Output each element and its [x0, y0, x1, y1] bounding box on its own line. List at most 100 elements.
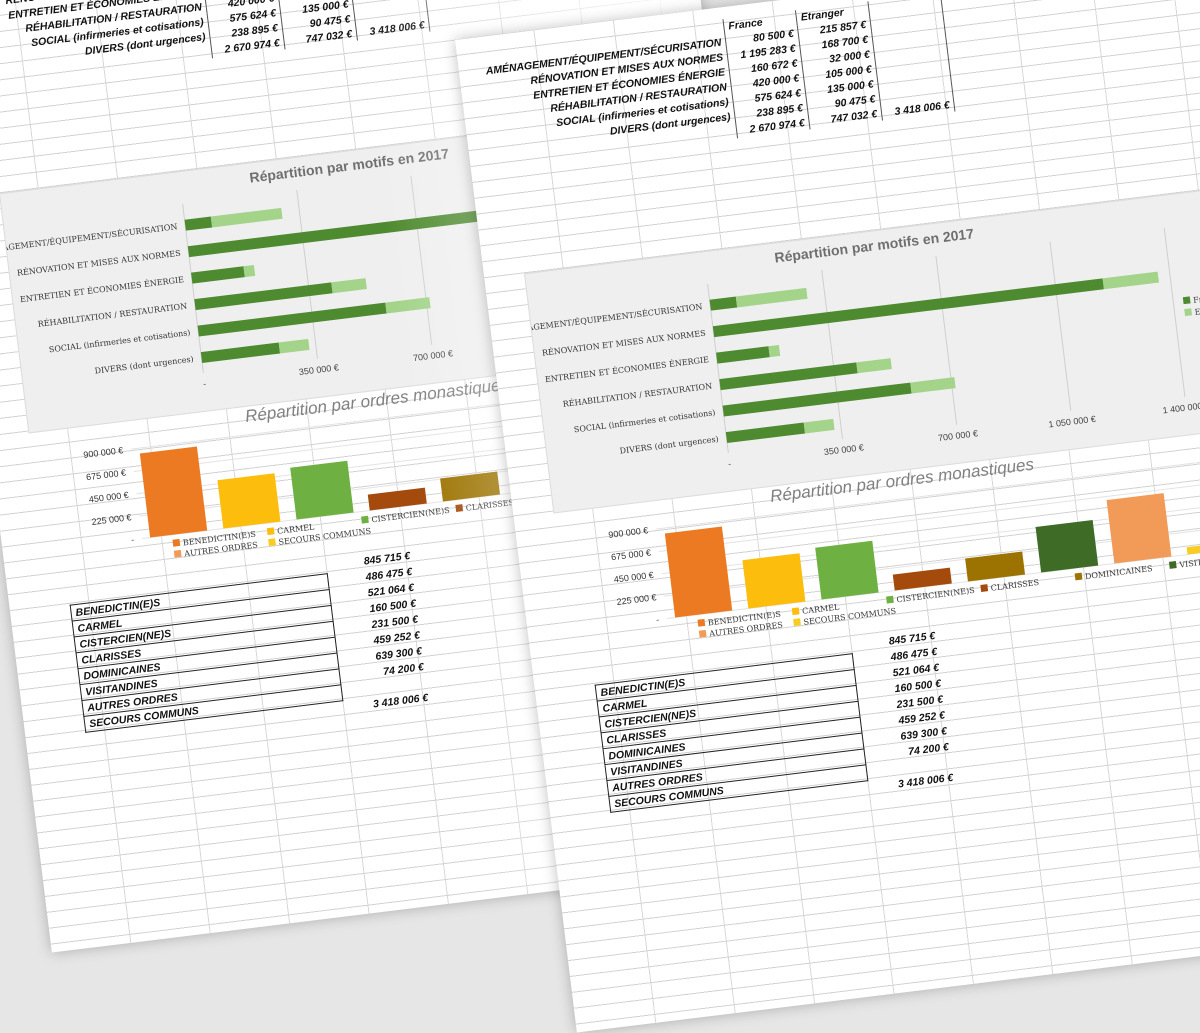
bar-etranger	[768, 344, 781, 358]
y-tick-label: 900 000 €	[608, 525, 649, 540]
category-label: SOCIAL (infirmeries et cotisations)	[573, 408, 715, 434]
legend-swatch	[980, 584, 989, 592]
legend-swatch	[172, 538, 181, 547]
legend-swatch	[173, 549, 182, 558]
y-tick-label: -	[656, 614, 660, 624]
bar-france	[716, 346, 770, 364]
bar-etranger	[1102, 271, 1159, 290]
gridline	[656, 456, 1200, 530]
bar	[742, 553, 806, 609]
category-label: RÉNOVATION ET MISES AUX NORMES	[542, 329, 707, 358]
legend-swatch	[268, 538, 276, 547]
legend-swatch	[698, 629, 707, 638]
category-label: AMÉNAGEMENT/ÉQUIPEMENT/SÉCURISATION	[0, 222, 178, 256]
y-tick-label: 225 000 €	[616, 592, 657, 607]
legend-swatch	[1074, 572, 1083, 581]
x-tick-label: 1 050 000 €	[1048, 414, 1096, 430]
y-tick-label: 225 000 €	[91, 512, 132, 527]
bar-france	[712, 278, 1104, 338]
ordres-table: 845 715 € BENEDICTIN(E)S 486 475 € CARMEL 52…	[593, 627, 959, 827]
bar-france	[725, 422, 806, 444]
x-tick-label: 700 000 €	[412, 348, 453, 363]
legend-swatch	[886, 595, 894, 604]
bar	[815, 540, 879, 600]
bar	[440, 471, 501, 502]
gridline	[410, 175, 433, 345]
category-label: ENTRETIEN ET ÉCONOMIES ÉNERGIE	[544, 355, 709, 384]
x-tick-label: 350 000 €	[298, 362, 339, 377]
bar-etranger	[210, 207, 283, 228]
gridline	[1049, 241, 1072, 411]
gridline	[707, 283, 729, 453]
bar-etranger	[910, 377, 956, 394]
legend-label: DOMINICAINES	[1085, 564, 1153, 581]
legend-swatch	[697, 618, 706, 627]
legend-label: France	[1193, 292, 1200, 304]
gridline	[935, 255, 958, 425]
bar	[290, 460, 354, 520]
bar-france	[191, 266, 245, 284]
bar	[1035, 519, 1099, 573]
legend-label: CLARISSES	[465, 498, 514, 513]
bar	[965, 551, 1026, 582]
legend-swatch	[793, 618, 801, 627]
legend-swatch	[1184, 308, 1193, 317]
bar-etranger	[331, 278, 367, 294]
y-tick-label: -	[131, 534, 135, 544]
legend-swatch	[361, 515, 369, 524]
ordres-chart: -225 000 €450 000 €675 000 €900 000 €BEN…	[608, 456, 1200, 639]
legend-label: Etranger	[1194, 303, 1200, 316]
bar-france	[194, 282, 333, 311]
gridline	[658, 479, 1200, 552]
bar-france	[719, 362, 858, 391]
bar	[139, 446, 208, 538]
bar-france	[184, 216, 213, 231]
bar-france	[200, 342, 281, 364]
bar-etranger	[803, 418, 835, 434]
x-tick-label: 1 400 000 €	[1162, 400, 1200, 416]
legend-swatch	[1168, 561, 1177, 569]
bar-etranger	[856, 358, 892, 374]
legend-swatch	[266, 527, 275, 536]
gridline	[296, 189, 318, 359]
category-label: RÉHABILITATION / RESTAURATION	[562, 382, 712, 409]
motifs-chart-panel: Répartition par motifs en 2017 -350 000 …	[523, 187, 1200, 514]
category-label: DIVERS (dont urgences)	[94, 355, 194, 376]
bar-france	[197, 302, 387, 337]
motifs-table: France Etranger AMÉNAGEMENT/ÉQUIPEMENT/S…	[0, 0, 430, 92]
legend-swatch	[791, 607, 800, 616]
bar	[892, 567, 952, 591]
motifs-chart: - 350 000 € 700 000 € 1 050 000 € 1 400 000 …	[525, 227, 1200, 469]
gridline	[821, 269, 843, 439]
x-tick-label: 350 000 €	[823, 442, 864, 457]
bar	[367, 487, 427, 511]
bar-etranger	[385, 297, 431, 314]
x-tick-label: -	[728, 459, 732, 469]
legend-swatch	[1182, 296, 1191, 305]
bar-france	[722, 382, 912, 417]
bar-etranger	[243, 264, 256, 278]
category-label: RÉNOVATION ET MISES AUX NORMES	[17, 249, 182, 278]
legend-swatch	[455, 504, 464, 512]
bar-etranger	[735, 287, 808, 308]
bar	[664, 526, 733, 618]
y-tick-label: 450 000 €	[88, 490, 129, 505]
spreadsheet-page-right: France Etranger AMÉNAGEMENT/ÉQUIPEMENT/S…	[455, 0, 1200, 1033]
x-tick-label: 700 000 €	[937, 428, 978, 443]
category-label: ENTRETIEN ET ÉCONOMIES ÉNERGIE	[19, 275, 184, 304]
y-tick-label: 675 000 €	[86, 467, 127, 482]
x-tick-label: -	[203, 379, 207, 389]
bar-france	[709, 296, 738, 311]
y-tick-label: 900 000 €	[83, 445, 124, 460]
category-label: SOCIAL (infirmeries et cotisations)	[48, 328, 190, 354]
legend-label: CLARISSES	[990, 578, 1039, 593]
category-label: AMÉNAGEMENT/ÉQUIPEMENT/SÉCURISATION	[525, 302, 703, 336]
bar	[217, 473, 281, 529]
y-tick-label: 450 000 €	[613, 570, 654, 585]
bar-etranger	[278, 338, 310, 354]
y-tick-label: 675 000 €	[611, 547, 652, 562]
bar	[1106, 493, 1172, 564]
category-label: RÉHABILITATION / RESTAURATION	[37, 302, 187, 329]
category-label: DIVERS (dont urgences)	[619, 435, 719, 456]
gridline	[1163, 227, 1186, 397]
